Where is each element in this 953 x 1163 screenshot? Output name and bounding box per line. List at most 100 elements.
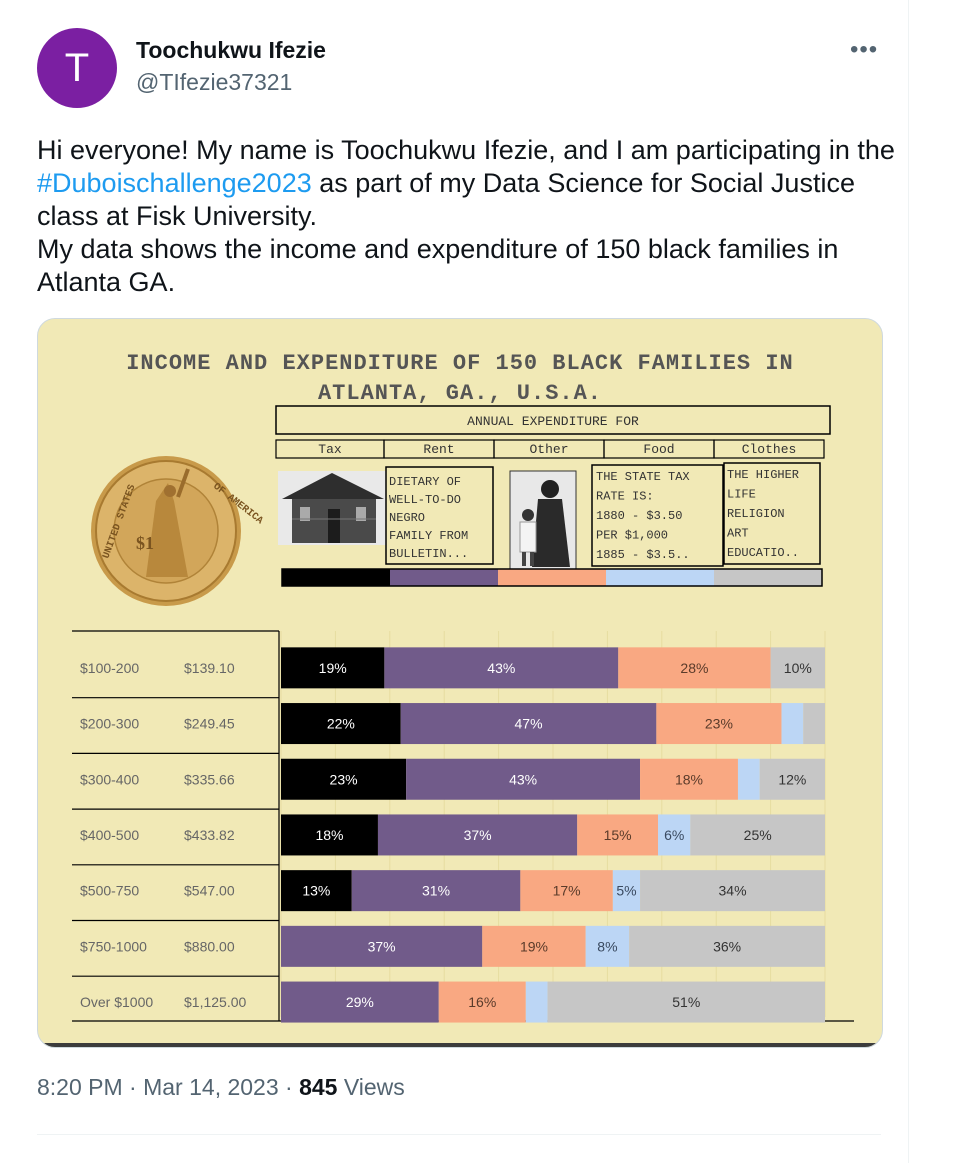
avatar-letter: T	[64, 45, 90, 90]
tweet-time[interactable]: 8:20 PM	[37, 1074, 123, 1100]
chart-title-line1: INCOME AND EXPENDITURE OF 150 BLACK FAMI…	[126, 351, 794, 376]
bar-segment	[629, 925, 825, 967]
bar-segment	[803, 703, 825, 745]
note-line: NEGRO	[389, 511, 425, 525]
bar-segment-label: 19%	[520, 938, 548, 954]
bar-segment-label: 37%	[464, 827, 492, 843]
bar-segment-label: 31%	[422, 883, 450, 899]
category-header-label: Other	[529, 442, 568, 457]
average-income-label: $880.00	[184, 938, 235, 954]
bar-segment-label: 22%	[327, 716, 355, 732]
header-box	[275, 405, 831, 435]
note-line: WELL-TO-DO	[389, 493, 461, 507]
bar-segment-label: 51%	[672, 994, 700, 1010]
legend-swatch	[282, 569, 390, 586]
meta-separator-2: ·	[285, 1074, 293, 1100]
food-note-box	[591, 464, 724, 567]
tweet-date[interactable]: Mar 14, 2023	[143, 1074, 279, 1100]
bar-segment	[737, 758, 760, 800]
bar-segment-label: 5%	[616, 883, 636, 899]
bar-segment-label: 13%	[302, 883, 330, 899]
note-line: BULLETIN...	[389, 547, 468, 561]
hashtag-link[interactable]: #Duboischallenge2023	[37, 168, 312, 198]
timeline-border	[908, 0, 909, 1163]
bar-segment-label: 43%	[509, 771, 537, 787]
views-count[interactable]: 845	[299, 1074, 338, 1100]
income-class-label: $500-750	[80, 883, 139, 899]
note-line: DIETARY OF	[389, 475, 461, 489]
income-class-label: $200-300	[80, 716, 139, 732]
bar-segment	[406, 758, 641, 800]
income-expenditure-chart: INCOME AND EXPENDITURE OF 150 BLACK FAMI…	[72, 351, 854, 1023]
average-income-label: $335.66	[184, 771, 235, 787]
author-name[interactable]: Toochukwu Ifezie	[136, 37, 326, 63]
avatar[interactable]: T	[37, 28, 117, 108]
note-line: RELIGION	[727, 507, 785, 521]
average-income-label: $249.45	[184, 716, 235, 732]
bar-segment	[281, 814, 378, 856]
bar-segment	[612, 870, 641, 912]
bar-segment-label: 47%	[515, 716, 543, 732]
legend-swatch	[714, 569, 822, 586]
more-horizontal-icon[interactable]: •••	[850, 36, 879, 63]
note-line: 1885 - $3.5..	[596, 548, 690, 562]
income-class-label: Over $1000	[80, 994, 153, 1010]
bar-segment	[281, 703, 401, 745]
bar-segment	[281, 981, 439, 1023]
category-header-cell	[713, 439, 825, 459]
tax-rate-note: THE STATE TAX RATE IS: 1880 - $3.50 PER $1,…	[596, 470, 690, 562]
bar-segment	[585, 925, 630, 967]
category-header-label: Tax	[318, 442, 342, 457]
bar-segment-label: 18%	[315, 827, 343, 843]
tweet-text-part1: Hi everyone! My name is Toochukwu Ifezie…	[37, 135, 895, 165]
bar-segment-label: 17%	[553, 883, 581, 899]
legend-swatch	[390, 569, 498, 586]
average-income-label: $139.10	[184, 660, 235, 676]
rent-note: DIETARY OF WELL-TO-DO NEGRO FAMILY FROM BULL…	[389, 475, 468, 561]
note-line: FAMILY FROM	[389, 529, 468, 543]
note-line: THE STATE TAX	[596, 470, 690, 484]
bar-segment	[690, 814, 825, 856]
portrait-photo	[509, 470, 577, 570]
average-income-label: $433.82	[184, 827, 235, 843]
bar-segment	[759, 758, 825, 800]
bar-segment	[482, 925, 586, 967]
author-handle[interactable]: @TIfezie37321	[136, 69, 293, 95]
header-label: ANNUAL EXPENDITURE FOR	[467, 414, 639, 429]
note-line: EDUCATIO..	[727, 546, 799, 560]
bar-segment	[640, 870, 825, 912]
tweet-meta: 8:20 PM · Mar 14, 2023 · 845 Views	[37, 1074, 405, 1101]
rent-note-box	[385, 466, 494, 565]
bar-segment	[281, 758, 407, 800]
clothes-note-box	[723, 462, 821, 565]
legend-color-strip	[281, 568, 823, 587]
tweet-image[interactable]: INCOME AND EXPENDITURE OF 150 BLACK FAMI…	[37, 318, 883, 1048]
category-headers: Tax Rent Other Food Clothes	[275, 439, 825, 459]
bar-segment	[656, 703, 782, 745]
bar-segment-label: 18%	[675, 771, 703, 787]
average-income-label: $547.00	[184, 883, 235, 899]
income-class-label: $300-400	[80, 771, 139, 787]
bar-segment	[438, 981, 526, 1023]
average-income-label: $1,125.00	[184, 994, 246, 1010]
bar-segment	[377, 814, 578, 856]
tweet-text-part2: as part of my Data Science for Social Ju…	[37, 168, 855, 231]
income-class-label: $100-200	[80, 660, 139, 676]
income-class-label: $400-500	[80, 827, 139, 843]
income-class-label: $750-1000	[80, 938, 147, 954]
chart-title-line2: ATLANTA, GA., U.S.A.	[318, 381, 602, 406]
bar-segment	[640, 758, 738, 800]
category-header-label: Rent	[423, 442, 454, 457]
bar-segment	[547, 981, 825, 1023]
bar-segment-label: 12%	[778, 771, 806, 787]
bar-segment	[351, 870, 521, 912]
category-header-label: Clothes	[742, 442, 797, 457]
bar-segment	[525, 981, 548, 1023]
note-line: THE HIGHER	[727, 468, 799, 482]
bar-segment-label: 6%	[664, 827, 684, 843]
note-line: PER $1,000	[596, 529, 668, 543]
bar-segment-label: 8%	[597, 938, 617, 954]
note-line: RATE IS:	[596, 490, 654, 504]
views-label[interactable]: Views	[343, 1074, 405, 1100]
house-photo	[278, 471, 386, 545]
